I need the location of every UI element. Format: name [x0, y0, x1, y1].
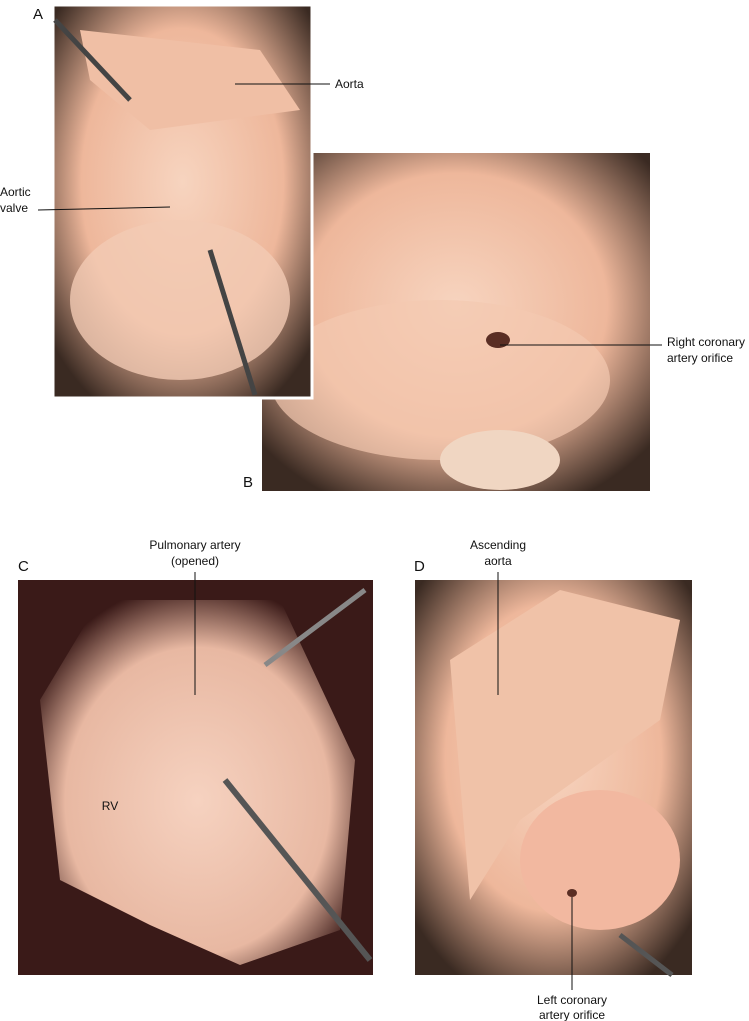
panel-a: Aorta Aortic valve A: [0, 3, 364, 400]
orifice: [486, 332, 510, 348]
label: Left coronary: [537, 993, 607, 1007]
forceps: [207, 249, 258, 396]
label: aorta: [484, 554, 512, 568]
panel-letter: A: [33, 6, 43, 23]
panel-letter: C: [18, 558, 29, 575]
forceps: [618, 933, 674, 977]
label: Right coronary: [667, 335, 745, 349]
tissue: [270, 300, 610, 460]
label: artery orifice: [539, 1008, 605, 1021]
tissue: [440, 430, 560, 490]
panel-b: Right coronary artery orifice B: [243, 153, 745, 491]
panel-letter: D: [414, 558, 425, 575]
heart: [40, 600, 355, 965]
forceps: [53, 18, 132, 102]
tissue: [450, 590, 680, 900]
forceps: [263, 588, 367, 667]
panel-c: Pulmonary artery (opened) RV C: [18, 538, 373, 975]
tissue: [520, 790, 680, 930]
tissue: [70, 220, 290, 380]
label: artery orifice: [667, 351, 733, 365]
forceps: [222, 778, 373, 962]
label: RV: [102, 799, 118, 813]
label: Pulmonary artery: [149, 538, 240, 552]
label: valve: [0, 201, 28, 215]
label: (opened): [171, 554, 219, 568]
leader-line: [37, 206, 171, 211]
label: Aorta: [335, 77, 364, 91]
panel-letter: B: [243, 474, 253, 491]
orifice: [567, 889, 577, 897]
label: Aortic: [0, 185, 31, 199]
tissue: [80, 30, 300, 130]
label: Ascending: [470, 538, 526, 552]
panel-d: Ascending aorta Left coronary artery ori…: [414, 538, 692, 1021]
